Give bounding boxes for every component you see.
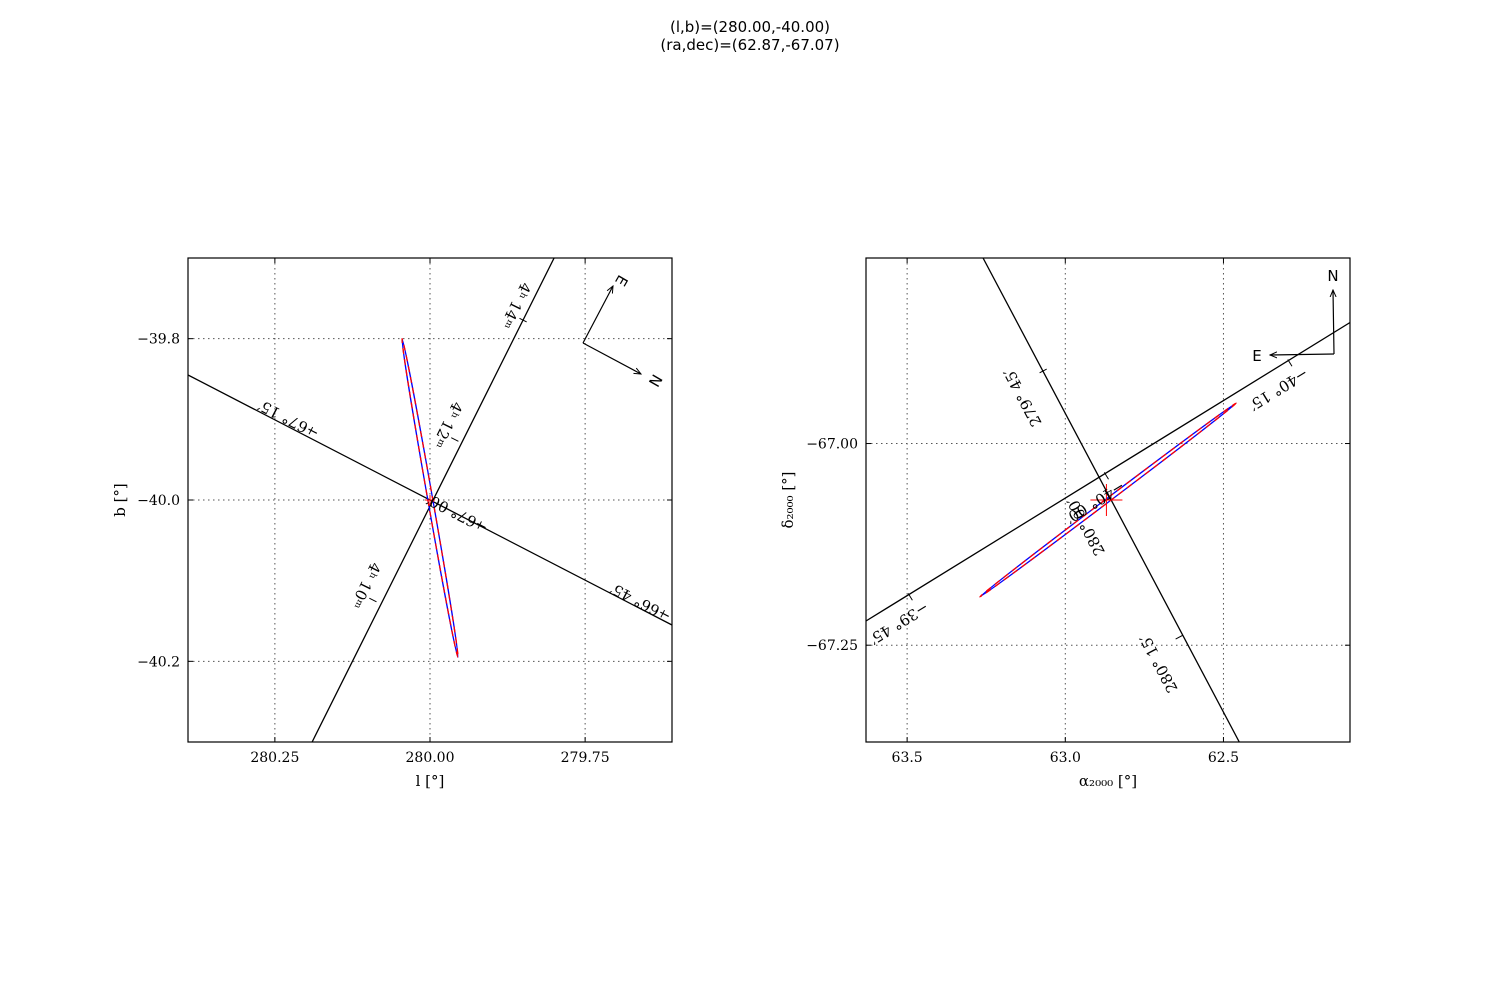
- x-tick-label: 280.25: [250, 750, 299, 766]
- coordinate-label: 4ʰ 12ᵐ: [428, 399, 466, 451]
- x-tick-label: 63.0: [1050, 750, 1081, 766]
- compass-rose: EN: [582, 272, 666, 390]
- x-tick-label: 279.75: [561, 750, 610, 766]
- right-panel-equatorial: 279° 45′280° 00′280° 15′−39° 45′−40° 00′…: [779, 257, 1351, 790]
- figure-title-line1: (l,b)=(280.00,-40.00): [670, 18, 830, 36]
- coordinate-tick: [369, 597, 377, 603]
- coordinate-label: 279° 45′: [1000, 365, 1046, 430]
- north-arrow: [582, 342, 641, 374]
- east-label: E: [611, 272, 631, 289]
- coordinate-tick: [1175, 634, 1183, 640]
- coordinate-label: −39° 45′: [865, 598, 931, 648]
- y-tick-label: −39.8: [137, 332, 180, 348]
- coordinate-tick: [907, 593, 913, 601]
- north-label: N: [645, 371, 666, 390]
- coordinate-tick: [1287, 359, 1293, 367]
- coordinate-tick: [1039, 368, 1047, 374]
- east-label: E: [1252, 347, 1261, 365]
- coordinate-line-b: [866, 321, 1350, 622]
- coordinate-label: −67° 15′: [254, 396, 322, 443]
- y-tick-label: −40.0: [137, 493, 180, 509]
- coordinate-tick: [477, 521, 482, 529]
- figure-title-line2: (ra,dec)=(62.87,-67.07): [660, 36, 839, 54]
- compass-rose: EN: [1252, 267, 1338, 365]
- x-axis-label: α₂₀₀₀ [°]: [1079, 772, 1137, 790]
- coordinate-label: 4ʰ 14ᵐ: [497, 279, 535, 331]
- error-ellipse-red-dashed: [401, 338, 459, 658]
- east-arrow: [1270, 354, 1335, 355]
- coordinate-label: 280° 15′: [1136, 631, 1182, 696]
- x-tick-label: 280.00: [406, 750, 455, 766]
- coordinate-label: −66° 45′: [606, 579, 674, 626]
- north-label: N: [1327, 267, 1338, 285]
- coordinate-tick: [1103, 472, 1109, 480]
- y-tick-label: −40.2: [137, 654, 180, 670]
- x-tick-label: 63.5: [892, 750, 923, 766]
- y-axis-label: δ₂₀₀₀ [°]: [779, 471, 797, 528]
- coordinate-tick: [660, 609, 665, 618]
- coordinate-label: 4ʰ 10ᵐ: [346, 559, 384, 611]
- east-arrow: [582, 286, 613, 344]
- coordinate-label: −40° 15′: [1245, 364, 1311, 414]
- plot-area: [866, 258, 1350, 742]
- error-ellipse-red-dashed: [979, 402, 1237, 598]
- y-axis-label: b [°]: [111, 483, 129, 517]
- y-tick-label: −67.00: [806, 437, 858, 453]
- coordinate-tick: [519, 317, 527, 323]
- x-axis-label: l [°]: [416, 772, 445, 790]
- coordinate-tick: [451, 437, 459, 442]
- coordinate-tick: [308, 426, 314, 435]
- north-arrow: [1333, 290, 1334, 355]
- axes-frame: [865, 257, 1351, 743]
- x-tick-label: 62.5: [1208, 750, 1239, 766]
- y-tick-label: −67.25: [806, 638, 858, 654]
